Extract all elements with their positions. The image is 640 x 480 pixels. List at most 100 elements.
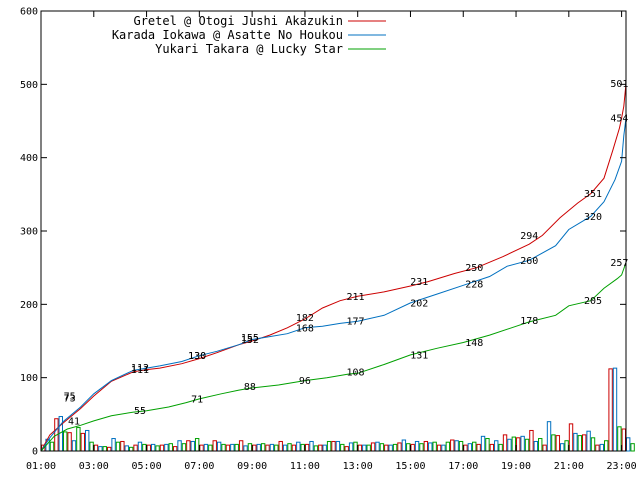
bar-gretel: [370, 442, 376, 452]
bar-yukari: [260, 443, 266, 452]
bar-yukari: [564, 440, 569, 452]
data-label-series-1: 75: [64, 392, 76, 403]
bar-yukari: [142, 443, 147, 452]
cumulative-lines: [40, 83, 627, 452]
bar-karada: [375, 441, 380, 452]
y-tick-label: 100: [20, 373, 38, 384]
bar-yukari: [366, 444, 371, 452]
x-tick-label: 07:00: [184, 461, 214, 472]
bar-gretel: [159, 444, 165, 452]
data-label-series-3: 257: [610, 258, 628, 269]
bar-gretel: [357, 444, 363, 452]
y-tick-label: 400: [20, 153, 38, 164]
bar-gretel: [318, 444, 323, 452]
bar-yukari: [432, 441, 437, 452]
data-label-series-3: 108: [346, 367, 364, 378]
y-tick-label: 200: [20, 300, 38, 311]
bar-karada: [626, 437, 631, 452]
bar-yukari: [326, 440, 332, 452]
bar-gretel: [621, 428, 626, 452]
data-label-series-1: 231: [410, 277, 428, 288]
bar-yukari: [406, 443, 411, 452]
y-axis: 0 100 200 300 400 500 600: [20, 7, 626, 458]
bar-gretel: [608, 368, 613, 452]
data-label-series-1: 294: [520, 231, 538, 242]
bar-karada: [84, 429, 90, 452]
bar-yukari: [511, 436, 517, 452]
bar-karada: [296, 441, 301, 452]
bar-karada: [414, 440, 420, 452]
bar-yukari: [49, 441, 55, 452]
bar-yukari: [617, 426, 622, 452]
bar-gretel: [120, 440, 125, 452]
x-tick-label: 17:00: [448, 461, 478, 472]
histogram-bars: [41, 367, 635, 452]
data-label-series-3: 55: [134, 406, 146, 417]
bar-yukari: [445, 441, 451, 452]
bar-karada: [480, 435, 486, 452]
bar-karada: [546, 421, 552, 452]
bar-karada: [164, 443, 169, 452]
bar-yukari: [630, 443, 635, 452]
bar-yukari: [498, 443, 503, 452]
bar-yukari: [62, 431, 68, 452]
bar-gretel: [146, 444, 151, 452]
bar-gretel: [106, 446, 112, 452]
bar-karada: [467, 443, 473, 452]
bar-karada: [401, 439, 407, 452]
bar-gretel: [212, 440, 217, 452]
bar-yukari: [379, 443, 385, 452]
data-label-series-1: 155: [241, 333, 259, 344]
bar-gretel: [410, 443, 415, 452]
bar-yukari: [590, 437, 596, 452]
bar-karada: [256, 443, 261, 452]
y-tick-label: 500: [20, 80, 38, 91]
data-label-series-1: 351: [584, 189, 602, 200]
bar-karada: [150, 443, 156, 452]
data-label-series-3: 148: [465, 338, 483, 349]
bar-gretel: [304, 443, 310, 452]
bar-karada: [322, 444, 327, 452]
data-label-series-1: 130: [188, 351, 206, 362]
bar-karada: [111, 438, 116, 452]
bar-gretel: [476, 443, 481, 452]
x-tick-label: 13:00: [343, 461, 373, 472]
bar-gretel: [489, 443, 495, 452]
bar-yukari: [551, 434, 556, 452]
bar-gretel: [344, 446, 349, 452]
bar-yukari: [128, 446, 134, 452]
bar-gretel: [252, 444, 257, 452]
bar-yukari: [485, 438, 490, 452]
bar-yukari: [340, 443, 345, 452]
bar-yukari: [604, 440, 609, 452]
bar-gretel: [397, 442, 402, 452]
bar-yukari: [102, 446, 107, 452]
data-label-series-2: 202: [410, 298, 428, 309]
bar-karada: [203, 443, 209, 452]
bar-karada: [71, 440, 77, 452]
bar-yukari: [89, 441, 94, 452]
data-label-series-3: 205: [584, 296, 602, 307]
bar-karada: [599, 443, 605, 452]
bar-karada: [612, 367, 618, 452]
data-label-series-3: 71: [191, 394, 203, 405]
bar-karada: [533, 440, 539, 452]
bar-gretel: [502, 434, 508, 452]
bar-yukari: [524, 438, 530, 452]
bar-karada: [573, 432, 578, 452]
bar-gretel: [516, 437, 521, 452]
bar-yukari: [234, 443, 239, 452]
bar-yukari: [115, 441, 121, 452]
bar-karada: [124, 445, 129, 452]
bar-yukari: [168, 443, 173, 452]
bar-karada: [98, 446, 103, 452]
bar-yukari: [208, 444, 213, 452]
data-label-series-2: 112: [131, 363, 149, 374]
data-label-series-3: 88: [244, 382, 256, 393]
data-label-series-3: 131: [410, 350, 428, 361]
bar-yukari: [300, 443, 305, 452]
bar-karada: [335, 440, 341, 452]
bar-karada: [190, 440, 195, 452]
x-tick-label: 05:00: [132, 461, 162, 472]
